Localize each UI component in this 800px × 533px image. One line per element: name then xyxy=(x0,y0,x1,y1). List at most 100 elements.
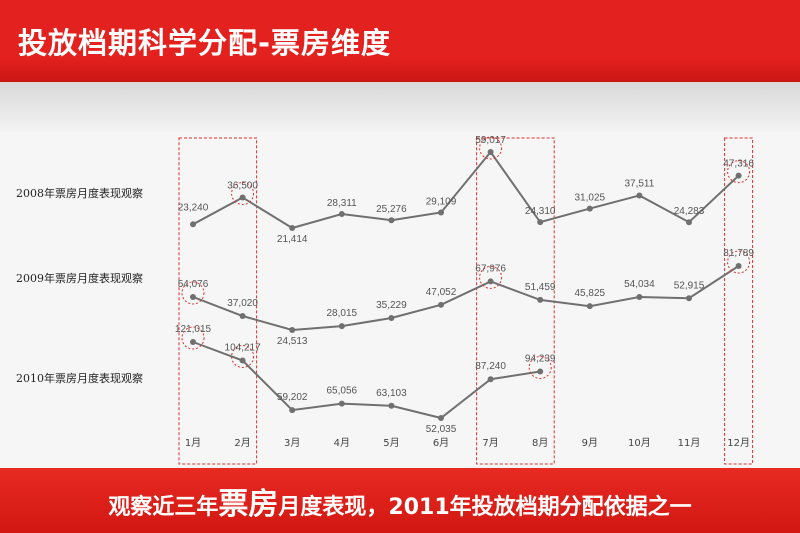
highlight-circle xyxy=(181,326,205,350)
x-tick-label: 3月 xyxy=(284,437,300,449)
series-line-3 xyxy=(192,341,541,420)
box-office-chart: 2008年票房月度表现观察2009年票房月度表现观察2010年票房月度表现观察 … xyxy=(16,135,754,465)
x-tick-label: 11月 xyxy=(678,437,701,449)
data-label: 45,825 xyxy=(575,288,606,299)
data-label: 52,915 xyxy=(674,280,705,291)
data-point xyxy=(586,303,593,310)
data-label: 94,239 xyxy=(525,354,556,365)
data-point xyxy=(239,357,246,364)
highlight-box-1 xyxy=(178,137,258,465)
title-banner: 投放档期科学分配-票房维度 xyxy=(0,0,800,82)
footer-text-1: 观察近三年 xyxy=(108,494,219,520)
data-label: 36,500 xyxy=(227,181,258,192)
x-tick-label: 4月 xyxy=(334,437,350,449)
footer-emphasis-1: 票 xyxy=(218,486,249,522)
data-point xyxy=(537,219,544,226)
x-tick-label: 5月 xyxy=(383,437,399,449)
data-label: 25,276 xyxy=(376,204,407,215)
data-point xyxy=(438,301,444,308)
highlight-circle xyxy=(727,160,751,184)
data-point xyxy=(735,263,742,269)
data-label: 63,103 xyxy=(376,388,407,399)
footer-text-2: 月度表现，2011年投放档期分配依据之一 xyxy=(278,494,692,520)
data-label: 54,034 xyxy=(624,279,655,290)
x-tick-label: 10月 xyxy=(628,437,651,449)
data-point xyxy=(190,293,196,300)
data-point xyxy=(438,415,444,421)
footer-banner: 观察近三年票房月度表现，2011年投放档期分配依据之一 xyxy=(0,468,800,533)
data-label: 59,017 xyxy=(475,135,506,146)
data-point xyxy=(338,400,345,407)
data-point xyxy=(239,313,246,320)
data-label: 29,109 xyxy=(426,196,457,207)
series-line-2 xyxy=(192,265,740,332)
x-tick-label: 2月 xyxy=(234,437,250,449)
data-point xyxy=(735,172,742,179)
x-tick-label: 1月 xyxy=(185,437,201,449)
series-label-2: 2009年票房月度表现观察 xyxy=(16,271,143,285)
data-point xyxy=(537,296,544,303)
highlight-circle xyxy=(181,281,205,305)
data-point xyxy=(190,221,196,228)
data-point xyxy=(289,327,296,333)
highlight-circle xyxy=(231,182,255,206)
data-point xyxy=(388,402,395,409)
series-label-3: 2010年票房月度表现观察 xyxy=(16,371,143,385)
data-label: 52,035 xyxy=(426,424,457,435)
x-tick-label: 12月 xyxy=(727,437,750,449)
data-point xyxy=(388,217,395,224)
banner-shadow xyxy=(0,82,800,132)
x-tick-label: 8月 xyxy=(532,437,548,449)
data-point xyxy=(239,194,246,201)
x-tick-label: 7月 xyxy=(482,437,498,449)
data-label: 24,513 xyxy=(277,336,308,347)
data-point xyxy=(686,219,692,226)
data-label: 67,976 xyxy=(475,263,506,274)
data-label: 121,015 xyxy=(175,324,212,335)
series-line-1 xyxy=(192,150,740,230)
data-point xyxy=(586,205,593,212)
data-label: 24,310 xyxy=(525,206,556,217)
highlight-box-3 xyxy=(724,137,754,465)
highlight-circle xyxy=(528,356,552,380)
data-label: 37,020 xyxy=(227,298,258,309)
data-point xyxy=(487,376,494,383)
data-label: 54,076 xyxy=(178,279,209,290)
data-label: 81,789 xyxy=(723,248,754,259)
series-label-1: 2008年票房月度表现观察 xyxy=(16,186,143,200)
data-point xyxy=(338,323,345,330)
highlight-circle xyxy=(479,265,503,289)
data-label: 104,217 xyxy=(225,343,262,354)
data-label: 87,240 xyxy=(475,361,506,372)
data-label: 35,229 xyxy=(376,300,407,311)
x-tick-label: 6月 xyxy=(433,437,449,449)
highlight-circle xyxy=(479,136,503,160)
highlight-circle xyxy=(727,250,751,274)
data-label: 21,414 xyxy=(277,234,308,245)
data-label: 51,459 xyxy=(525,282,556,293)
footer-emphasis-2: 房 xyxy=(248,486,279,522)
data-point xyxy=(289,407,296,414)
data-label: 37,511 xyxy=(624,178,654,189)
data-label: 47,316 xyxy=(723,159,754,170)
data-point xyxy=(636,294,643,301)
data-point xyxy=(537,368,544,375)
data-point xyxy=(338,211,345,218)
x-tick-label: 9月 xyxy=(582,437,598,449)
data-label: 31,025 xyxy=(575,193,606,204)
data-point xyxy=(636,192,643,199)
data-point xyxy=(487,149,494,155)
data-label: 24,283 xyxy=(674,206,705,217)
data-label: 28,015 xyxy=(327,308,358,319)
data-point xyxy=(388,315,395,322)
data-point xyxy=(438,209,444,216)
footer-caption: 观察近三年票房月度表现，2011年投放档期分配依据之一 xyxy=(108,479,691,523)
data-point xyxy=(190,339,196,345)
data-label: 28,311 xyxy=(327,198,357,209)
data-point xyxy=(289,225,296,231)
data-label: 47,052 xyxy=(426,287,457,298)
data-point xyxy=(686,295,692,302)
data-label: 23,240 xyxy=(178,202,209,213)
data-point xyxy=(487,278,494,285)
page-title: 投放档期科学分配-票房维度 xyxy=(18,26,392,60)
